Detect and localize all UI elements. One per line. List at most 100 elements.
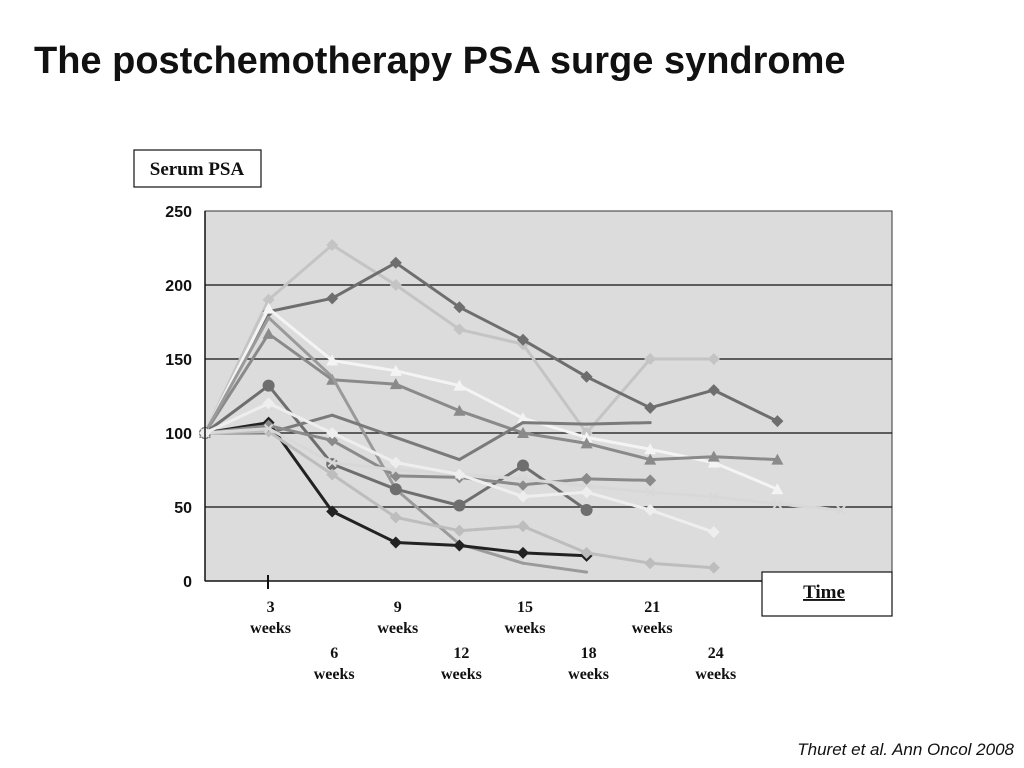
data-point (580, 503, 593, 516)
y-axis-title-box: Serum PSA (133, 149, 262, 188)
data-point (644, 453, 657, 465)
x-tick-label-number: 15 (517, 599, 533, 616)
data-point (521, 421, 525, 425)
data-point (644, 401, 657, 414)
psa-line-chart: 0 50 100 150 200 250 3 weeks 6 weeks 9 weeks 12 week… (133, 149, 893, 683)
data-point (326, 354, 339, 366)
x-tick-label-unit: weeks (441, 666, 482, 683)
data-point (648, 421, 652, 425)
data-point (517, 520, 529, 533)
data-point (772, 499, 783, 509)
data-point (644, 474, 657, 487)
x-tick-label-unit: weeks (377, 620, 418, 637)
data-point (580, 370, 593, 383)
x-tick-label-unit: weeks (314, 666, 355, 683)
data-point (836, 505, 846, 515)
y-tick-label: 50 (174, 500, 192, 517)
series-12 (199, 397, 720, 539)
y-tick-label: 150 (165, 352, 192, 369)
x-tick-label-number: 24 (708, 645, 724, 662)
series-9 (199, 425, 720, 574)
data-point (330, 413, 334, 417)
data-point (267, 316, 271, 320)
data-point (585, 570, 589, 574)
data-point (453, 301, 466, 314)
data-point (326, 434, 339, 447)
x-tick-label-unit: weeks (250, 620, 291, 637)
data-point (580, 431, 593, 443)
x-axis-title: Time (803, 582, 845, 603)
data-point (326, 505, 339, 518)
data-point (707, 526, 720, 539)
y-tick-labels: 0 50 100 150 200 250 (165, 204, 192, 591)
data-point (262, 293, 275, 306)
data-point (771, 415, 784, 428)
data-point (457, 458, 461, 462)
data-point (453, 499, 466, 512)
data-point (580, 437, 593, 449)
data-point (707, 353, 720, 365)
data-point (517, 333, 529, 346)
data-point (707, 456, 720, 468)
data-point (644, 353, 657, 365)
data-point (771, 453, 784, 465)
data-point (262, 327, 275, 339)
x-tick-label-number: 6 (330, 645, 338, 662)
plot-background (204, 210, 893, 582)
data-point (644, 503, 657, 516)
data-point (517, 490, 529, 503)
data-point (644, 443, 657, 455)
data-point (394, 435, 398, 439)
data-point (389, 456, 402, 469)
series-line (203, 332, 778, 462)
data-point (389, 364, 402, 376)
y-axis-title: Serum PSA (150, 159, 245, 180)
x-tick-label-number: 12 (453, 645, 469, 662)
data-point (262, 397, 275, 410)
data-point (707, 450, 720, 462)
x-tick-label-number: 3 (267, 599, 275, 616)
series-line (203, 307, 778, 491)
x-tick-labels: 3 weeks 6 weeks 9 weeks 12 weeks 15 weeks 18 weeks 2… (250, 599, 736, 683)
gridlines (205, 284, 892, 508)
data-point (330, 375, 334, 379)
y-tick-label: 200 (165, 278, 192, 295)
data-point (326, 427, 339, 439)
data-point (389, 378, 402, 390)
data-point (326, 468, 339, 481)
data-point (389, 511, 402, 524)
citation: Thuret et al. Ann Oncol 2008 (797, 740, 1014, 759)
data-point (517, 459, 529, 472)
y-tick-label: 100 (165, 426, 192, 443)
data-point (585, 422, 589, 426)
x-tick-label-unit: weeks (695, 666, 736, 683)
data-point (645, 487, 655, 497)
data-point (709, 491, 719, 502)
data-point (453, 539, 466, 552)
data-point (389, 279, 402, 291)
data-point (262, 302, 275, 314)
x-tick-label-number: 18 (581, 645, 597, 662)
x-tick-label-unit: weeks (568, 666, 609, 683)
x-axis-title-box: Time (761, 571, 893, 617)
data-point (389, 536, 402, 549)
slide-title: The postchemotherapy PSA surge syndrome (34, 40, 846, 82)
data-point (517, 412, 529, 424)
data-point (517, 427, 529, 438)
data-point (453, 323, 466, 336)
series-line (204, 424, 651, 487)
data-point (771, 483, 784, 495)
data-point (389, 483, 402, 496)
data-point (262, 379, 275, 392)
x-tick-label-unit: weeks (632, 620, 673, 637)
data-point (326, 239, 339, 252)
y-tick-label: 250 (165, 204, 192, 221)
series-line (203, 261, 779, 434)
data-point (517, 546, 529, 559)
data-point (707, 384, 720, 397)
data-point (580, 486, 593, 499)
data-point (707, 561, 720, 574)
series-line (205, 413, 651, 462)
data-point (453, 524, 466, 537)
data-point (580, 546, 593, 559)
